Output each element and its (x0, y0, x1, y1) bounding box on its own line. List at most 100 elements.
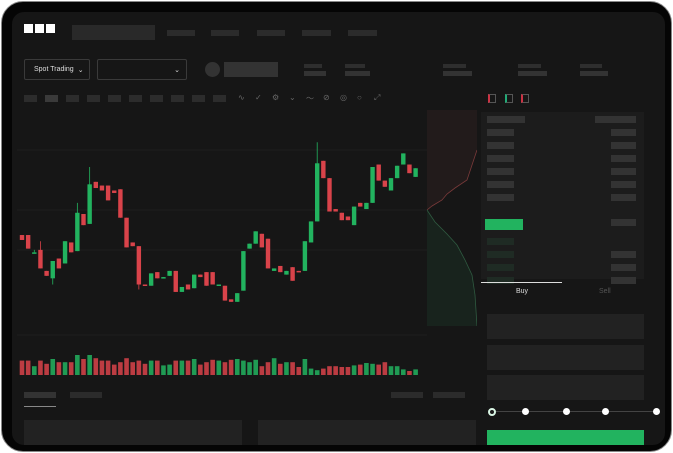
column-header (487, 116, 525, 123)
market-type-dropdown[interactable]: Spot Trading ⌄ (24, 59, 90, 80)
settings-icon[interactable]: ⚙ (272, 93, 280, 102)
bid-size (611, 219, 636, 226)
chart-interval-button[interactable] (171, 95, 184, 102)
volume-bar (124, 358, 129, 375)
target-icon[interactable]: ○ (357, 93, 362, 102)
tab-buy[interactable]: Buy (516, 288, 529, 295)
buy-button[interactable] (487, 430, 644, 445)
expand-icon[interactable]: ⤢ (374, 93, 381, 102)
volume-bar (327, 366, 332, 375)
tab-sell[interactable]: Sell (599, 288, 611, 295)
chart-interval-button[interactable] (213, 95, 226, 102)
ask-size (611, 142, 636, 149)
chevron-down-icon[interactable]: ⌄ (289, 93, 296, 102)
candle (241, 251, 246, 291)
stat-value (580, 71, 608, 76)
price-input[interactable] (487, 314, 644, 339)
okx-logo[interactable] (24, 24, 55, 33)
chart-interval-button[interactable] (129, 95, 142, 102)
chart-interval-button[interactable] (87, 95, 100, 102)
search-bar[interactable] (72, 25, 155, 40)
candle (302, 241, 308, 271)
stat-value (345, 71, 370, 76)
candle (364, 202, 369, 210)
volume-bar (228, 359, 234, 375)
candle (351, 206, 357, 226)
ask-price (487, 129, 514, 136)
volume-bar (413, 369, 418, 375)
ask-price (487, 194, 514, 201)
amount-slider-track[interactable] (492, 411, 657, 412)
nav-item[interactable] (348, 30, 377, 36)
candle (321, 160, 326, 179)
volume-bar (394, 366, 400, 375)
filter-button[interactable] (433, 392, 465, 398)
indicator-icon[interactable]: ✓ (255, 93, 262, 102)
volume-bar (382, 362, 388, 375)
trading-screen: Spot Trading ⌄ ⌄ Buy Sell ∿ ✓ ⚙ ⌄ 〜 ⊘ ◎ ○ ⤢ (12, 12, 665, 445)
chart-interval-button[interactable] (24, 95, 37, 102)
nav-item[interactable] (302, 30, 331, 36)
candle (290, 267, 295, 281)
volume-bar (118, 362, 123, 375)
chart-interval-button[interactable] (150, 95, 163, 102)
chart-interval-button[interactable] (66, 95, 79, 102)
stat-label (580, 64, 603, 68)
orderbook-view-both-icon[interactable] (488, 94, 496, 103)
slider-handle[interactable] (488, 408, 496, 416)
candle (167, 270, 172, 276)
candle (69, 242, 74, 253)
chart-interval-button[interactable] (45, 95, 58, 102)
tab-open-orders[interactable] (24, 392, 56, 398)
candle (222, 285, 228, 301)
tab-order-history[interactable] (70, 392, 102, 398)
chart-interval-button[interactable] (192, 95, 205, 102)
volume-bar (32, 366, 37, 375)
candle (56, 258, 62, 269)
line-icon[interactable]: 〜 (306, 94, 314, 103)
candle (93, 181, 98, 189)
ask-size (611, 181, 636, 188)
volume-bar (210, 359, 215, 375)
pen-icon[interactable]: ⊘ (323, 93, 330, 102)
column-header (595, 116, 636, 123)
amount-input[interactable] (487, 345, 644, 370)
stat-value (443, 71, 472, 76)
nav-item[interactable] (167, 30, 195, 36)
volume-bar (234, 359, 240, 375)
volume-bar (167, 364, 172, 375)
nav-item[interactable] (211, 30, 239, 36)
slider-step[interactable] (653, 408, 660, 415)
volume-bar (93, 358, 99, 375)
bid-price (487, 264, 514, 271)
candle (32, 249, 37, 254)
candle (204, 272, 209, 286)
last-price[interactable] (485, 219, 523, 230)
candle (142, 284, 148, 286)
circle-icon[interactable]: ◎ (340, 93, 347, 102)
total-input[interactable] (487, 375, 644, 400)
pair-dropdown[interactable]: ⌄ (97, 59, 187, 80)
indicator-icon[interactable]: ∿ (238, 93, 245, 102)
volume-bar (198, 364, 203, 375)
volume-bar (290, 362, 295, 375)
volume-bar (44, 363, 49, 375)
orderbook-view-bids-icon[interactable] (505, 94, 513, 103)
filter-button[interactable] (391, 392, 423, 398)
volume-bar (19, 360, 25, 375)
candlestick-chart[interactable] (17, 110, 427, 385)
volume-bar (99, 360, 105, 375)
candle (112, 190, 117, 193)
stat-label (443, 64, 467, 68)
orderbook-view-asks-icon[interactable] (521, 94, 529, 103)
slider-step[interactable] (563, 408, 570, 415)
chart-interval-button[interactable] (108, 95, 121, 102)
nav-item[interactable] (257, 30, 285, 36)
candle (50, 261, 55, 285)
candle (370, 167, 375, 203)
slider-step[interactable] (522, 408, 529, 415)
volume-bar (185, 360, 191, 375)
slider-step[interactable] (602, 408, 609, 415)
stat-value (518, 71, 547, 76)
candle (81, 214, 86, 226)
